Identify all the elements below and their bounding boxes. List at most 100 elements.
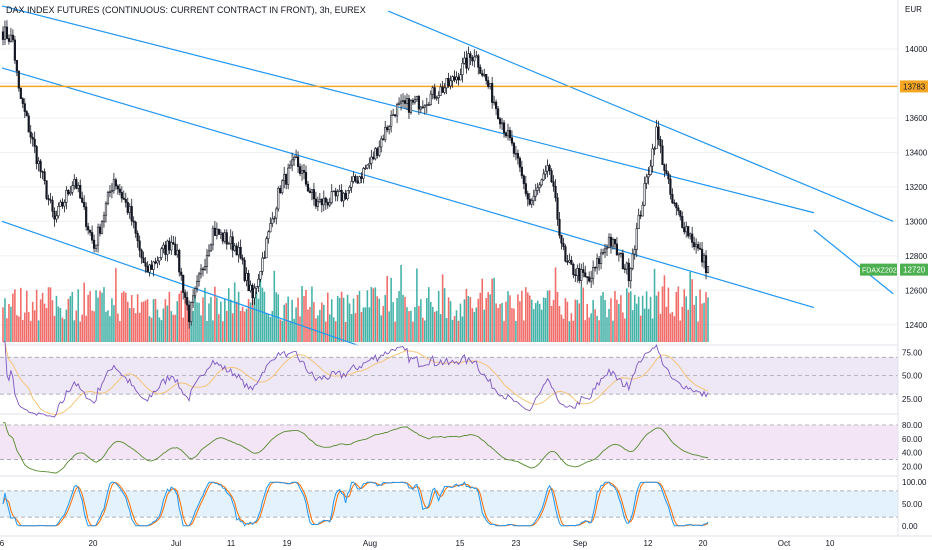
candle-body (158, 257, 161, 262)
time-tick-label: 12 (644, 539, 653, 548)
volume-bar (158, 317, 161, 342)
volume-bar (663, 275, 666, 342)
candle-body (695, 244, 698, 248)
candle-body (178, 249, 181, 273)
candle-body (403, 100, 407, 104)
volume-bar (528, 295, 531, 342)
volume-bar (538, 303, 541, 342)
volume-bar (113, 305, 115, 342)
volume-bar (69, 296, 72, 342)
volume-bar (342, 297, 345, 342)
volume-bar (675, 291, 678, 342)
candle-body (23, 103, 26, 112)
candle-body (77, 184, 80, 189)
candle-body (31, 136, 34, 140)
volume-bar (352, 298, 355, 342)
candle-body (87, 226, 90, 231)
candle-body (572, 264, 575, 276)
candle-body (267, 231, 270, 240)
candle-body (407, 98, 411, 113)
channel-line[interactable] (387, 10, 894, 222)
volume-bar (497, 308, 499, 342)
candle-body (481, 73, 484, 76)
candle-body (235, 245, 238, 256)
candle-body (663, 164, 666, 171)
candle-body (370, 156, 373, 164)
volume-bar (162, 308, 165, 342)
volume-bar (414, 306, 416, 342)
volume-bar (20, 287, 22, 342)
volume-bar (287, 296, 289, 342)
volume-bar (180, 290, 183, 342)
volume-bar (178, 293, 181, 342)
candle-body (277, 188, 280, 210)
candle-body (85, 206, 88, 227)
volume-bar (222, 321, 224, 342)
candle-body (397, 102, 401, 105)
channel-line[interactable] (813, 229, 894, 295)
rsi-tick-label: 25.00 (902, 395, 923, 404)
candle-body (360, 176, 363, 179)
candle-body (294, 156, 298, 159)
candle-body (534, 190, 537, 197)
volume-bar (41, 292, 44, 342)
volume-bar (204, 287, 206, 342)
channel-line[interactable] (1, 67, 815, 309)
volume-bar (420, 299, 422, 342)
candle-body (61, 201, 64, 207)
candle-body (556, 197, 559, 220)
candle-body (180, 271, 183, 276)
volume-bar (89, 291, 91, 342)
volume-bar (330, 299, 333, 342)
candle-body (263, 257, 266, 259)
volume-bar (71, 291, 74, 342)
oscillator-tick-label: 80.00 (902, 421, 923, 430)
candle-body (51, 200, 54, 212)
volume-bar (164, 299, 167, 342)
volume-bar (596, 315, 598, 342)
volume-bar (243, 311, 246, 342)
candle-body (100, 221, 104, 234)
volume-bar (303, 296, 305, 342)
time-tick-label: 20 (699, 539, 708, 548)
candle-body (554, 185, 557, 199)
volume-bar (57, 306, 60, 342)
volume-bar (313, 302, 315, 342)
channel-line[interactable] (1, 220, 359, 347)
candle-body (588, 276, 591, 282)
volume-bar (47, 287, 50, 342)
candle-body (364, 167, 367, 170)
volume-bar (269, 316, 272, 342)
volume-bar (91, 310, 93, 342)
candle-body (560, 235, 563, 244)
candle-body (631, 253, 634, 269)
candle-body (7, 38, 11, 42)
volume-bar (126, 301, 129, 342)
volume-bar (661, 286, 664, 342)
candle-body (47, 198, 50, 200)
volume-bar (35, 289, 38, 342)
volume-bar (325, 321, 327, 342)
candle-body (702, 255, 706, 263)
candle-body (518, 157, 521, 168)
candle-body (394, 114, 397, 117)
candle-body (1, 31, 5, 40)
volume-bar (429, 301, 432, 342)
volume-bar (289, 321, 291, 342)
candle-body (225, 232, 228, 245)
rsi-line (3, 341, 709, 418)
volume-bar (521, 290, 523, 342)
candle-body (130, 206, 133, 222)
candle-body (205, 255, 209, 267)
candle-body (463, 57, 466, 64)
volume-bar (602, 291, 604, 342)
candle-body (352, 175, 355, 182)
volume-bar (683, 289, 686, 342)
volume-bar (641, 295, 644, 342)
candle-body (625, 262, 628, 270)
volume-bar (140, 302, 143, 342)
price-tick-label: 12800 (905, 252, 928, 261)
volume-bar (400, 264, 402, 342)
last-price-tag (900, 263, 928, 276)
